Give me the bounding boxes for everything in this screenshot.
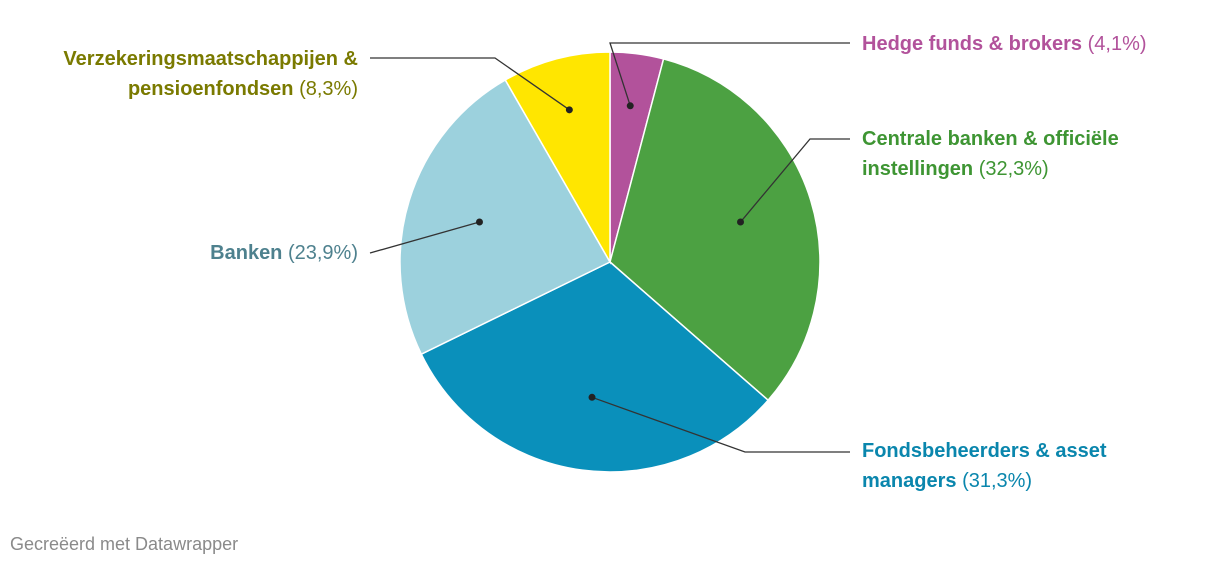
pie-slice-verzekeringsmaatschappijen	[504, 51, 611, 265]
leader-dot-banken	[475, 218, 483, 226]
footer-credit: Gecreëerd met Datawrapper	[10, 534, 239, 554]
slice-label-name: Verzekeringsmaatschappijen & pensioenfon…	[63, 48, 358, 100]
slice-label-name: Hedge funds & brokers	[862, 33, 1083, 55]
slice-label-centrale-banken: Centrale banken & officiële instellingen…	[862, 124, 1202, 184]
slice-label-percent: (4,1%)	[1087, 33, 1147, 55]
leader-dot-hedge-funds	[626, 102, 634, 110]
pie-slice-banken	[399, 78, 612, 356]
slice-label-percent: (8,3%)	[299, 78, 358, 100]
slice-label-banken: Banken (23,9%)	[58, 238, 358, 268]
slice-label-name: Fondsbeheerders & asset managers	[862, 440, 1107, 492]
leader-line-banken	[369, 221, 480, 254]
leader-line-fondsbeheerders	[591, 396, 850, 453]
leader-line-centrale-banken	[740, 138, 850, 223]
leader-dot-centrale-banken	[737, 218, 745, 226]
slice-label-name: Banken	[210, 242, 283, 264]
slice-label-percent: (31,3%)	[962, 470, 1033, 492]
slice-label-name: Centrale banken & officiële instellingen	[862, 128, 1119, 180]
slice-label-fondsbeheerders: Fondsbeheerders & asset managers (31,3%)	[862, 436, 1202, 496]
leader-line-verzekeringsmaatschappijen	[370, 57, 570, 111]
leader-dot-fondsbeheerders	[588, 393, 596, 401]
slice-label-hedge-funds: Hedge funds & brokers (4,1%)	[862, 29, 1202, 59]
slice-label-percent: (23,9%)	[287, 242, 358, 264]
leader-dot-verzekeringsmaatschappijen	[565, 106, 573, 114]
leader-line-hedge-funds	[609, 42, 850, 107]
pie-slice-fondsbeheerders	[420, 261, 770, 473]
slice-label-percent: (32,3%)	[978, 158, 1049, 180]
slice-label-verzekeringsmaatschappijen: Verzekeringsmaatschappijen & pensioenfon…	[8, 44, 358, 104]
pie-slice-centrale-banken	[609, 58, 821, 402]
